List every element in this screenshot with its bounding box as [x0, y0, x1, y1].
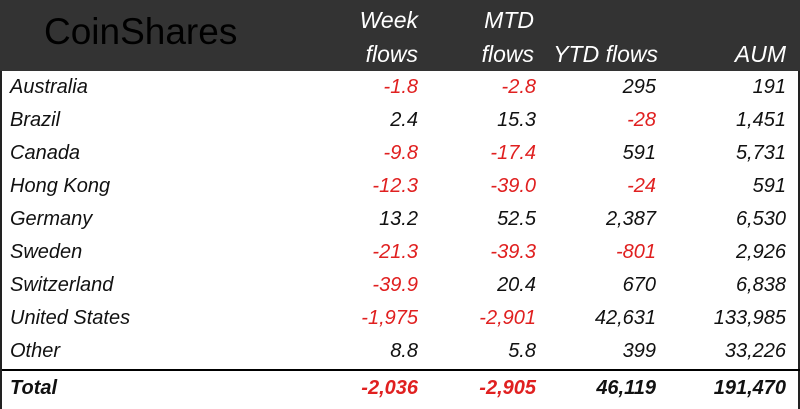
ytd-flows-cell: 42,631	[594, 307, 656, 329]
total-row: Total -2,036 -2,905 46,119 191,470	[2, 372, 800, 405]
week-flows-cell: 13.2	[379, 208, 418, 230]
week-flows-cell: -21.3	[372, 241, 418, 263]
week-flows-cell: 8.8	[390, 340, 418, 362]
total-week-flows: -2,036	[361, 377, 418, 399]
aum-cell: 2,926	[735, 241, 786, 263]
week-flows-cell: -9.8	[383, 142, 418, 164]
ytd-flows-cell: 591	[622, 142, 656, 164]
aum-cell: 6,530	[735, 208, 786, 230]
table-row: Sweden -21.3 -39.3 -801 2,926	[2, 236, 800, 269]
ytd-flows-cell: -801	[615, 241, 656, 263]
table-row: Brazil 2.4 15.3 -28 1,451	[2, 104, 800, 137]
table-row: Switzerland -39.9 20.4 670 6,838	[2, 269, 800, 302]
coinshares-logo: CoinShares	[44, 11, 238, 52]
mtd-flows-cell: -39.3	[490, 241, 536, 263]
aum-cell: 591	[752, 175, 786, 197]
mtd-flows-cell: -39.0	[490, 175, 536, 197]
country-cell: Switzerland	[10, 274, 114, 296]
country-cell: Other	[10, 340, 61, 362]
ytd-flows-cell: 399	[622, 340, 656, 362]
total-mtd-flows: -2,905	[479, 377, 536, 399]
total-aum: 191,470	[713, 377, 786, 399]
mtd-flows-cell: 20.4	[497, 274, 536, 296]
aum-cell: 1,451	[735, 109, 786, 131]
mtd-flows-cell: 5.8	[508, 340, 536, 362]
total-label: Total	[10, 377, 58, 399]
table-header: CoinShares Week flows MTD flows YTD flow…	[0, 0, 800, 71]
aum-cell: 191	[752, 76, 786, 98]
week-flows-cell: -1,975	[361, 307, 418, 329]
table-row: Other 8.8 5.8 399 33,226	[2, 335, 800, 368]
table-row: Hong Kong -12.3 -39.0 -24 591	[2, 170, 800, 203]
mtd-flows-cell: -2.8	[501, 76, 536, 98]
header-ytd: YTD flows	[553, 41, 658, 67]
country-cell: Brazil	[10, 109, 61, 131]
table-row: Australia -1.8 -2.8 295 191	[2, 71, 800, 104]
header-mtd-line2: flows	[481, 41, 534, 67]
country-cell: Hong Kong	[10, 175, 111, 197]
country-cell: Canada	[10, 142, 81, 164]
country-cell: Sweden	[10, 241, 83, 263]
ytd-flows-cell: -28	[627, 109, 656, 131]
week-flows-cell: -12.3	[372, 175, 418, 197]
table-row: Germany 13.2 52.5 2,387 6,530	[2, 203, 800, 236]
table-body: Australia -1.8 -2.8 295 191 Brazil 2.4 1…	[0, 71, 800, 409]
header-week-line2: flows	[365, 41, 418, 67]
total-separator	[2, 369, 800, 371]
mtd-flows-cell: -2,901	[479, 307, 536, 329]
week-flows-cell: -1.8	[383, 76, 418, 98]
mtd-flows-cell: 52.5	[497, 208, 536, 230]
aum-cell: 5,731	[735, 142, 786, 164]
country-cell: Germany	[10, 208, 93, 230]
mtd-flows-cell: 15.3	[497, 109, 536, 131]
header-mtd-line1: MTD	[484, 7, 534, 33]
ytd-flows-cell: 670	[622, 274, 656, 296]
table-row: United States -1,975 -2,901 42,631 133,9…	[2, 302, 800, 335]
header-aum: AUM	[734, 41, 786, 67]
ytd-flows-cell: -24	[627, 175, 656, 197]
aum-cell: 6,838	[735, 274, 786, 296]
table-row: Canada -9.8 -17.4 591 5,731	[2, 137, 800, 170]
aum-cell: 133,985	[713, 307, 786, 329]
header-week-line1: Week	[359, 7, 418, 33]
ytd-flows-cell: 295	[622, 76, 656, 98]
week-flows-cell: -39.9	[372, 274, 418, 296]
ytd-flows-cell: 2,387	[605, 208, 656, 230]
country-cell: Australia	[10, 76, 88, 98]
country-cell: United States	[10, 307, 131, 329]
aum-cell: 33,226	[724, 340, 786, 362]
total-ytd-flows: 46,119	[596, 377, 656, 399]
week-flows-cell: 2.4	[390, 109, 418, 131]
mtd-flows-cell: -17.4	[490, 142, 536, 164]
